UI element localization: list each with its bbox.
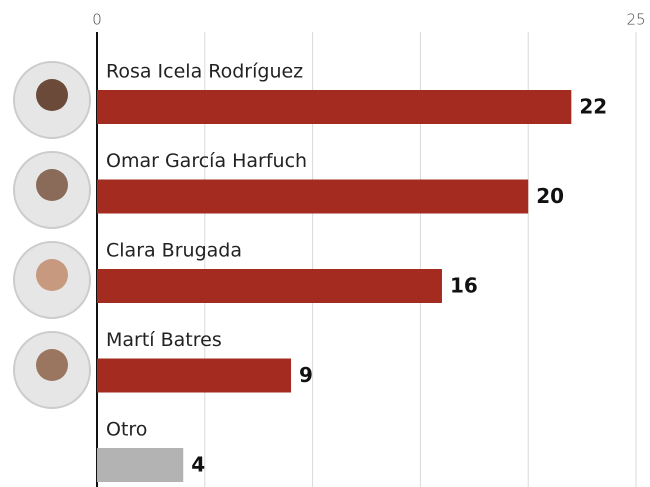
x-tick-label: 25 — [626, 11, 645, 29]
category-label: Rosa Icela Rodríguez — [106, 61, 303, 83]
value-label: 22 — [579, 95, 607, 119]
portraits — [13, 61, 91, 409]
value-label: 16 — [450, 274, 478, 298]
bar — [97, 269, 442, 303]
x-tick-label: 0 — [92, 11, 102, 29]
portrait-face — [36, 79, 68, 111]
portrait-face — [36, 169, 68, 201]
bar — [97, 179, 529, 214]
category-label: Martí Batres — [106, 329, 222, 351]
bar — [97, 358, 292, 393]
category-label: Clara Brugada — [106, 240, 242, 262]
value-label: 20 — [536, 184, 564, 208]
bar — [97, 448, 184, 482]
value-label: 9 — [299, 363, 313, 387]
bar — [97, 90, 572, 124]
portrait-face — [36, 349, 68, 381]
category-label: Omar García Harfuch — [106, 150, 307, 172]
portrait-face — [36, 259, 68, 291]
value-label: 4 — [191, 453, 205, 477]
category-label: Otro — [106, 419, 147, 441]
